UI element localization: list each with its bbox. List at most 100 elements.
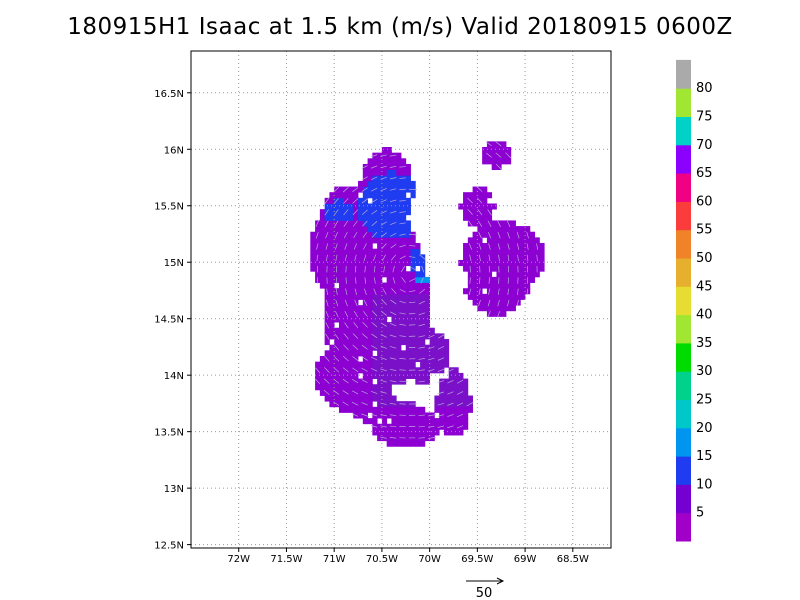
- colorbar-segment: [676, 173, 691, 202]
- field-cell: [362, 226, 368, 233]
- field-cell: [448, 384, 454, 391]
- field-cell: [358, 237, 364, 244]
- field-cell: [358, 333, 364, 340]
- field-cell: [482, 248, 488, 255]
- field-cell: [401, 361, 407, 368]
- field-cell: [415, 305, 421, 312]
- field-cell: [372, 418, 378, 425]
- field-cell: [381, 339, 388, 346]
- field-cell: [386, 395, 392, 402]
- field-cell: [405, 327, 411, 334]
- field-cell: [338, 259, 345, 267]
- field-cell: [358, 282, 364, 289]
- field-cell: [310, 259, 316, 267]
- field-cell: [386, 248, 392, 255]
- field-cell: [415, 423, 421, 430]
- wind-arrow: [352, 333, 359, 340]
- field-cell: [386, 384, 392, 391]
- colorbar-segment: [676, 427, 691, 457]
- field-cell: [372, 158, 378, 165]
- wind-arrow: [363, 242, 368, 250]
- wind-arrow: [342, 367, 350, 373]
- wind-arrow: [361, 333, 369, 340]
- field-cell: [315, 372, 321, 379]
- field-cell: [491, 293, 497, 300]
- field-cell: [448, 418, 454, 425]
- field-cell: [329, 389, 335, 396]
- colorbar-label: 75: [696, 110, 713, 125]
- field-cell: [386, 152, 392, 159]
- field-cell: [386, 271, 392, 278]
- field-cell: [386, 282, 392, 289]
- field-cell: [396, 401, 402, 408]
- wind-arrow: [324, 332, 330, 340]
- field-cell: [525, 226, 531, 233]
- field-cell: [501, 152, 507, 159]
- wind-arrow: [371, 310, 378, 317]
- field-cell: [324, 259, 330, 267]
- field-cell: [381, 418, 388, 425]
- field-cell: [525, 248, 531, 255]
- field-cell: [520, 288, 526, 295]
- field-cell: [491, 305, 497, 312]
- field-cell: [486, 282, 493, 289]
- field-cell: [381, 395, 388, 402]
- field-cell: [338, 355, 345, 363]
- field-cell: [386, 435, 392, 442]
- field-cell: [405, 271, 411, 278]
- field-cell: [329, 203, 335, 210]
- field-cell: [348, 355, 354, 363]
- field-cell: [496, 305, 502, 312]
- field-cell: [443, 418, 450, 425]
- wind-arrow: [409, 266, 417, 271]
- field-cell: [343, 372, 349, 379]
- field-cell: [391, 237, 397, 244]
- colorbar-label: 5: [696, 506, 704, 521]
- field-cell: [338, 406, 345, 413]
- colorbar-label: 20: [696, 421, 713, 436]
- field-cell: [410, 237, 416, 244]
- field-cell: [367, 361, 373, 368]
- field-cell: [377, 180, 383, 187]
- wind-arrow: [352, 186, 360, 193]
- wind-arrow: [352, 321, 359, 329]
- wind-arrow: [333, 355, 340, 362]
- field-cell: [443, 384, 450, 391]
- field-cell: [377, 214, 383, 221]
- field-cell: [472, 243, 478, 250]
- field-cell: [415, 412, 421, 419]
- field-cell: [386, 226, 392, 233]
- field-cell: [515, 248, 521, 255]
- wind-arrow: [437, 333, 446, 339]
- field-cell: [381, 350, 388, 357]
- field-cell: [386, 180, 392, 187]
- field-cell: [381, 226, 388, 233]
- field-cell: [453, 367, 459, 374]
- field-cell: [358, 203, 364, 210]
- field-cell: [424, 282, 431, 289]
- field-cell: [415, 282, 421, 289]
- field-cell: [367, 214, 373, 221]
- field-cell: [377, 243, 383, 250]
- field-cell: [338, 339, 345, 346]
- field-cell: [491, 248, 497, 255]
- field-cell: [386, 192, 392, 199]
- field-cell: [386, 147, 392, 154]
- wind-arrow: [505, 152, 512, 159]
- field-cell: [401, 203, 407, 210]
- field-cell: [343, 384, 349, 391]
- field-cell: [324, 316, 330, 323]
- field-cell: [463, 254, 469, 261]
- field-cell: [463, 209, 469, 216]
- field-cell: [367, 254, 373, 261]
- plot-frame: [190, 50, 612, 549]
- field-cell: [486, 226, 493, 233]
- field-cell: [396, 248, 402, 255]
- wind-arrow: [496, 219, 501, 228]
- field-cell: [358, 293, 364, 300]
- field-cell: [381, 327, 388, 334]
- field-cell: [348, 288, 354, 295]
- field-cell: [386, 186, 392, 193]
- field-cell: [338, 237, 345, 244]
- field-cell: [367, 344, 373, 351]
